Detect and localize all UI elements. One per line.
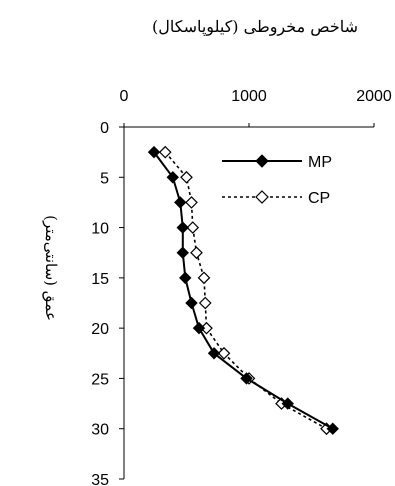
- y-tick-label: 20: [91, 321, 109, 338]
- data-point-mp: [192, 321, 206, 335]
- data-point-cp: [185, 196, 198, 209]
- y-tick-label: 25: [91, 371, 109, 388]
- x-tick-label: 0: [120, 88, 129, 105]
- x-tick-label: 2000: [356, 88, 392, 105]
- data-point-mp: [147, 145, 161, 159]
- series-line-mp: [153, 151, 334, 430]
- legend-marker: [255, 190, 269, 204]
- data-point-mp: [281, 397, 294, 410]
- data-point-mp: [326, 422, 339, 435]
- y-axis-label: عمق (سانتی‌متر): [42, 215, 60, 321]
- data-point-cp: [217, 346, 231, 360]
- data-point-cp: [198, 296, 212, 310]
- chart-title: شاخص مخروطی (کیلوپاسکال): [152, 17, 358, 36]
- data-point-mp: [179, 271, 192, 285]
- data-point-cp: [158, 145, 172, 159]
- x-tick-labels: 0 1000 2000: [120, 88, 392, 105]
- series-line-cp: [164, 151, 327, 430]
- y-tick-label: 15: [91, 271, 109, 288]
- data-point-cp: [186, 221, 200, 234]
- y-tick-label: 0: [100, 120, 109, 137]
- data-point-mp: [185, 296, 198, 310]
- series-mp: [147, 145, 339, 435]
- legend-label: MP: [308, 154, 332, 171]
- data-point-mp: [166, 171, 179, 184]
- data-point-cp: [197, 271, 211, 285]
- data-point-mp: [176, 221, 189, 234]
- legend-label: CP: [308, 190, 330, 207]
- legend: MP CP: [222, 154, 332, 207]
- plot-area: [119, 123, 375, 480]
- y-tick-label: 10: [91, 221, 109, 238]
- data-point-cp: [190, 246, 203, 260]
- data-point-mp: [176, 246, 189, 259]
- y-tick-label: 5: [100, 170, 109, 187]
- data-point-mp: [240, 372, 253, 385]
- legend-item-cp: CP: [222, 190, 330, 207]
- series-cp: [158, 145, 333, 436]
- x-tick-label: 1000: [231, 88, 267, 105]
- data-point-mp: [207, 347, 221, 360]
- legend-item-mp: MP: [222, 154, 332, 171]
- y-tick-label: 35: [91, 472, 109, 486]
- y-tick-label: 30: [91, 422, 109, 439]
- y-tick-labels: 0 5 10 15 20 25 30 35: [91, 120, 109, 486]
- data-point-cp: [180, 170, 193, 184]
- legend-marker: [255, 154, 269, 168]
- data-point-mp: [174, 196, 187, 209]
